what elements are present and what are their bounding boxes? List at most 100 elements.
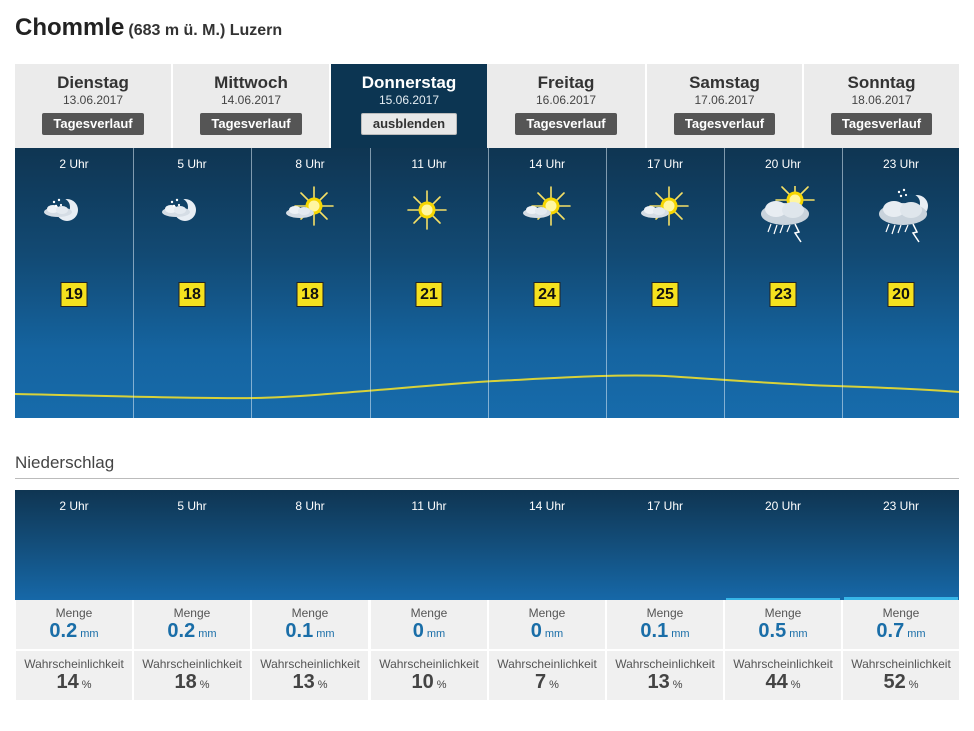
hour-label: 14 Uhr bbox=[528, 499, 566, 513]
tagesverlauf-button[interactable]: Tagesverlauf bbox=[673, 113, 776, 135]
hour-label: 2 Uhr bbox=[59, 157, 89, 171]
day-tab-samstag[interactable]: Samstag 17.06.2017 Tagesverlauf bbox=[647, 64, 802, 148]
hour-column: 5 Uhr 18 bbox=[133, 148, 251, 418]
amount-label: Menge bbox=[173, 606, 211, 620]
hour-label: 5 Uhr bbox=[177, 499, 207, 513]
precipitation-divider bbox=[15, 478, 959, 479]
probability-value-row: 44% bbox=[725, 671, 841, 694]
temperature-value: 21 bbox=[415, 282, 443, 307]
day-name: Samstag bbox=[689, 73, 760, 92]
day-name: Sonntag bbox=[847, 73, 916, 92]
column-separator bbox=[251, 148, 252, 418]
hour-label: 14 Uhr bbox=[528, 157, 566, 171]
probability-label: Wahrscheinlichkeit bbox=[497, 657, 597, 671]
day-name: Mittwoch bbox=[214, 73, 288, 92]
precipitation-table: Menge 0.2 mm Wahrscheinlichkeit 14% Menge 0.2 m… bbox=[15, 600, 959, 700]
temperature-chart: 2 Uhr 19 5 Uhr 18 8 Uhr 18 11 Uhr 21 14 Uhr 24 17 … bbox=[15, 148, 959, 418]
probability-unit: % bbox=[436, 679, 447, 691]
day-tab-freitag[interactable]: Freitag 16.06.2017 Tagesverlauf bbox=[487, 64, 645, 148]
hour-label: 2 Uhr bbox=[59, 499, 89, 513]
precip-probability-cell: Wahrscheinlichkeit 44% bbox=[725, 651, 841, 700]
amount-label: Menge bbox=[55, 606, 93, 620]
day-tab-dienstag[interactable]: Dienstag 13.06.2017 Tagesverlauf bbox=[15, 64, 171, 148]
day-date: 14.06.2017 bbox=[220, 93, 282, 107]
probability-unit: % bbox=[549, 679, 559, 691]
probability-value-row: 10% bbox=[371, 671, 487, 694]
tagesverlauf-button[interactable]: Tagesverlauf bbox=[200, 113, 302, 135]
hour-label: 11 Uhr bbox=[411, 157, 447, 171]
temperature-line bbox=[15, 374, 959, 400]
location-name: Chommle bbox=[15, 14, 125, 41]
amount-value: 0.2 bbox=[49, 620, 78, 642]
precip-hour-column: 23 Uhr bbox=[842, 490, 959, 600]
hour-label: 20 Uhr bbox=[764, 157, 802, 171]
hour-column: 11 Uhr 21 bbox=[370, 148, 488, 418]
temperature-value: 20 bbox=[887, 282, 915, 307]
probability-value: 10 bbox=[411, 671, 434, 693]
ausblenden-button[interactable]: ausblenden bbox=[360, 113, 458, 135]
column-separator bbox=[842, 148, 843, 418]
column-separator bbox=[370, 148, 371, 418]
amount-value-row: 0 mm bbox=[371, 620, 487, 643]
amount-unit: mm bbox=[316, 628, 335, 640]
hour-label: 17 Uhr bbox=[646, 499, 684, 513]
precip-amount-cell: Menge 0.2 mm bbox=[134, 600, 250, 649]
day-tab-mittwoch[interactable]: Mittwoch 14.06.2017 Tagesverlauf bbox=[173, 64, 329, 148]
probability-label: Wahrscheinlichkeit bbox=[851, 657, 951, 671]
probability-label: Wahrscheinlichkeit bbox=[260, 657, 360, 671]
day-date: 16.06.2017 bbox=[535, 93, 597, 107]
probability-label: Wahrscheinlichkeit bbox=[142, 657, 242, 671]
probability-value-row: 14% bbox=[16, 671, 132, 694]
precip-hour-column: 20 Uhr bbox=[724, 490, 842, 600]
thunderstorm-moon-icon bbox=[869, 186, 933, 253]
amount-unit: mm bbox=[671, 628, 690, 640]
probability-unit: % bbox=[317, 679, 328, 691]
amount-value: 0 bbox=[412, 620, 424, 642]
day-tab-sonntag[interactable]: Sonntag 18.06.2017 Tagesverlauf bbox=[804, 64, 959, 148]
moon-light-snow-icon bbox=[160, 186, 224, 253]
column-separator bbox=[133, 148, 134, 418]
amount-unit: mm bbox=[544, 628, 564, 640]
tagesverlauf-button[interactable]: Tagesverlauf bbox=[515, 113, 617, 135]
amount-value-row: 0.1 mm bbox=[607, 620, 723, 643]
amount-label: Menge bbox=[528, 606, 566, 620]
precip-probability-cell: Wahrscheinlichkeit 7% bbox=[489, 651, 605, 700]
hour-label: 23 Uhr bbox=[882, 499, 920, 513]
probability-unit: % bbox=[199, 679, 210, 691]
sun-cloud-icon bbox=[515, 186, 579, 253]
sun-icon bbox=[397, 186, 461, 253]
temperature-value: 24 bbox=[533, 282, 561, 307]
amount-value-row: 0 mm bbox=[489, 620, 605, 643]
sun-cloud-icon bbox=[633, 186, 697, 253]
probability-unit: % bbox=[790, 679, 801, 691]
probability-value-row: 18% bbox=[134, 671, 250, 694]
probability-value-row: 7% bbox=[489, 671, 605, 694]
probability-value: 44 bbox=[765, 671, 788, 693]
column-separator bbox=[724, 148, 725, 418]
column-separator bbox=[488, 148, 489, 418]
probability-value: 14 bbox=[56, 671, 79, 693]
tagesverlauf-button[interactable]: Tagesverlauf bbox=[830, 113, 933, 135]
day-tab-donnerstag[interactable]: Donnerstag 15.06.2017 ausblenden bbox=[331, 64, 487, 148]
day-name: Donnerstag bbox=[361, 73, 457, 92]
precip-amount-cell: Menge 0 mm bbox=[371, 600, 487, 649]
amount-unit: mm bbox=[907, 628, 926, 640]
amount-value: 0.2 bbox=[167, 620, 196, 642]
precip-probability-cell: Wahrscheinlichkeit 52% bbox=[843, 651, 959, 700]
amount-label: Menge bbox=[410, 606, 448, 620]
amount-value-row: 0.2 mm bbox=[134, 620, 250, 643]
thunderstorm-sun-icon bbox=[751, 180, 815, 253]
amount-value: 0.5 bbox=[758, 620, 787, 642]
day-name: Dienstag bbox=[57, 73, 129, 92]
probability-value: 13 bbox=[292, 671, 315, 693]
amount-unit: mm bbox=[80, 628, 99, 640]
probability-value: 13 bbox=[647, 671, 670, 693]
amount-value: 0 bbox=[530, 620, 542, 642]
probability-label: Wahrscheinlichkeit bbox=[379, 657, 479, 671]
sun-cloud-icon bbox=[278, 186, 342, 253]
day-date: 18.06.2017 bbox=[851, 93, 912, 107]
column-separator bbox=[606, 148, 607, 418]
amount-label: Menge bbox=[646, 606, 684, 620]
day-date: 15.06.2017 bbox=[378, 93, 440, 107]
tagesverlauf-button[interactable]: Tagesverlauf bbox=[42, 113, 144, 135]
